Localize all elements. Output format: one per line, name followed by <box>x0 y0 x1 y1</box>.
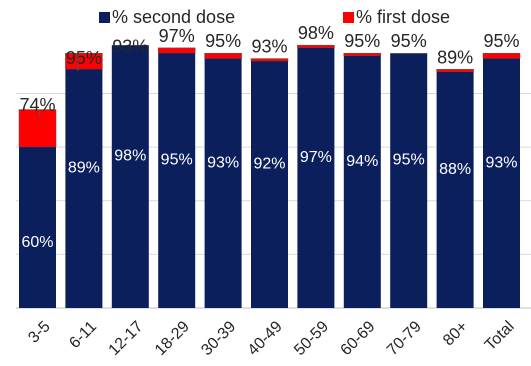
label-second-dose: 89% <box>68 160 100 177</box>
bar-first-dose <box>482 52 521 59</box>
legend-swatch-second-dose <box>99 12 110 23</box>
x-axis: 3-5 6-11 12-17 18-29 30-39 40-49 50-59 60-69 70-… <box>25 318 517 359</box>
x-tick-label: Total <box>482 318 518 354</box>
bars <box>18 44 521 309</box>
label-total: 93% <box>112 37 148 57</box>
bar-second-dose <box>483 58 520 308</box>
bar-second-dose <box>297 47 335 308</box>
x-tick-label: 80+ <box>440 318 471 349</box>
bar-second-dose <box>65 69 103 309</box>
bar-first-dose <box>65 52 103 70</box>
label-total: 98% <box>298 23 334 43</box>
label-total: 89% <box>437 47 473 67</box>
bar-second-dose <box>251 61 288 308</box>
label-second-dose: 94% <box>346 153 378 170</box>
bar-second-dose <box>111 45 149 308</box>
label-second-dose: 93% <box>485 154 517 171</box>
x-tick-label: 30-39 <box>198 318 239 359</box>
legend-label-first-dose: % first dose <box>356 7 450 27</box>
label-second-dose: 98% <box>114 148 146 165</box>
label-second-dose: 97% <box>300 149 332 166</box>
bar-first-dose <box>297 44 335 49</box>
bar-second-dose <box>390 53 428 309</box>
legend-swatch-first-dose <box>343 12 354 23</box>
bar-second-dose <box>343 55 381 309</box>
label-second-dose: 88% <box>439 161 471 178</box>
x-tick-label: 12-17 <box>106 318 147 359</box>
bar-first-dose <box>250 58 289 62</box>
x-tick-label: 6-11 <box>66 318 100 352</box>
label-second-dose: 92% <box>253 156 285 173</box>
x-tick-label: 50-59 <box>291 318 332 359</box>
x-tick-label: 70-79 <box>384 318 425 359</box>
label-total: 95% <box>391 31 427 51</box>
x-tick-label: 60-69 <box>338 318 379 359</box>
label-total: 74% <box>19 95 55 115</box>
bar-first-dose <box>157 47 196 54</box>
x-tick-label: 18-29 <box>152 318 193 359</box>
bar-second-dose <box>204 58 242 308</box>
label-total: 95% <box>483 31 519 51</box>
data-labels: 60% 74% 89% 95% 98% 93% 95% 97% 93% 95% 92% 93% 97% 9… <box>19 23 519 251</box>
label-second-dose: 60% <box>21 234 53 251</box>
bar-first-dose <box>343 52 382 57</box>
legend-label-second-dose: % second dose <box>112 7 235 27</box>
label-total: 95% <box>66 48 102 68</box>
label-total: 93% <box>251 37 287 57</box>
x-tick-label: 3-5 <box>25 318 53 346</box>
label-second-dose: 93% <box>207 154 239 171</box>
bar-second-dose <box>436 72 474 308</box>
bar-second-dose <box>158 53 196 309</box>
label-total: 95% <box>344 31 380 51</box>
bar-first-dose <box>436 69 474 73</box>
label-second-dose: 95% <box>393 152 425 169</box>
label-total: 97% <box>159 26 195 46</box>
label-second-dose: 95% <box>161 152 193 169</box>
legend: % second dose % first dose <box>99 7 450 27</box>
x-tick-label: 40-49 <box>245 318 286 359</box>
bar-first-dose <box>18 109 57 148</box>
bar-first-dose <box>204 52 242 59</box>
bar-second-dose <box>19 147 56 308</box>
label-total: 95% <box>205 31 241 51</box>
